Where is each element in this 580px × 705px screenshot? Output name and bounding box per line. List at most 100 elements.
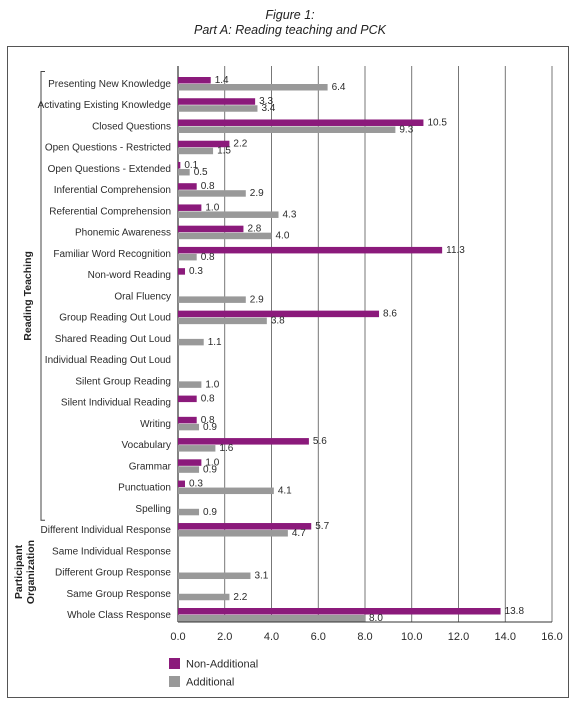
bar-additional xyxy=(178,126,396,133)
bar-non-additional xyxy=(178,246,443,254)
category-label: Open Questions - Restricted xyxy=(45,143,171,154)
bar-non-additional xyxy=(178,225,244,233)
data-label-non-additional: 5.6 xyxy=(313,436,327,447)
data-label-non-additional: 1.0 xyxy=(205,457,219,468)
bar-additional xyxy=(178,338,204,346)
figure-number: Figure 1: xyxy=(265,8,315,22)
data-label-additional: 0.9 xyxy=(203,507,217,518)
bar-non-additional xyxy=(178,119,424,126)
bar-non-additional xyxy=(178,459,202,466)
bar-non-additional xyxy=(178,310,380,318)
bar-non-additional xyxy=(178,416,197,424)
group-label: ParticipantOrganization xyxy=(13,540,37,604)
legend-swatch-non-additional xyxy=(169,658,180,669)
category-label: Different Group Response xyxy=(55,568,171,579)
category-label: Oral Fluency xyxy=(114,291,171,302)
bar-additional xyxy=(178,508,200,516)
data-label-additional: 1.5 xyxy=(217,146,231,157)
category-label: Familiar Word Recognition xyxy=(53,249,171,260)
data-label-additional: 3.4 xyxy=(261,103,275,114)
group-label-line: Organization xyxy=(25,540,37,604)
bar-non-additional xyxy=(178,268,186,275)
category-label: Activating Existing Knowledge xyxy=(38,100,172,111)
category-label: Shared Reading Out Loud xyxy=(55,334,171,345)
data-label-additional: 0.9 xyxy=(203,464,217,475)
category-label: Writing xyxy=(140,419,171,430)
data-label-additional: 1.1 xyxy=(208,337,222,348)
bar-additional xyxy=(178,147,214,155)
bar-additional xyxy=(178,572,251,580)
bar-additional xyxy=(178,211,279,218)
data-label-additional: 3.1 xyxy=(254,571,268,582)
bar-non-additional xyxy=(178,480,186,488)
category-label: Non-word Reading xyxy=(88,270,171,281)
x-tick-label: 14.0 xyxy=(495,631,516,643)
bar-non-additional xyxy=(178,608,501,615)
x-tick-label: 2.0 xyxy=(217,631,232,643)
bar-additional xyxy=(178,190,246,197)
data-label-non-additional: 2.2 xyxy=(233,139,247,150)
bar-additional xyxy=(178,296,246,303)
bar-non-additional xyxy=(178,438,309,445)
category-label: Same Individual Response xyxy=(52,546,171,557)
data-label-non-additional: 0.8 xyxy=(201,394,215,405)
bar-additional xyxy=(178,381,202,388)
legend-label-additional: Additional xyxy=(186,677,234,689)
data-label-additional: 4.7 xyxy=(292,528,306,539)
data-label-additional: 8.0 xyxy=(369,613,383,624)
figure-title-block: Figure 1: Part A: Reading teaching and P… xyxy=(0,8,580,38)
data-label-non-additional: 0.8 xyxy=(201,181,215,192)
data-label-non-additional: 0.3 xyxy=(189,266,203,277)
category-label: Group Reading Out Loud xyxy=(59,313,171,324)
category-label: Individual Reading Out Loud xyxy=(45,355,171,366)
category-label: Closed Questions xyxy=(92,121,171,132)
chart-frame xyxy=(7,46,569,698)
bar-additional xyxy=(178,253,197,261)
data-label-non-additional: 0.1 xyxy=(184,160,198,171)
bar-non-additional xyxy=(178,183,197,190)
category-label: Presenting New Knowledge xyxy=(48,79,171,90)
bar-additional xyxy=(178,487,274,495)
bar-additional xyxy=(178,466,200,473)
category-label: Open Questions - Extended xyxy=(48,164,171,175)
data-label-additional: 1.6 xyxy=(219,443,233,454)
data-label-additional: 2.2 xyxy=(233,592,247,603)
data-label-non-additional: 1.0 xyxy=(205,202,219,213)
bar-additional xyxy=(178,168,190,176)
data-label-non-additional: 1.4 xyxy=(215,75,229,86)
bar-additional xyxy=(178,530,288,537)
data-label-non-additional: 0.3 xyxy=(189,479,203,490)
data-label-additional: 3.8 xyxy=(271,316,285,327)
data-label-non-additional: 10.5 xyxy=(427,117,447,128)
bar-non-additional xyxy=(178,98,256,105)
bar-non-additional xyxy=(178,161,181,169)
category-label: Same Group Response xyxy=(66,589,171,600)
x-tick-label: 12.0 xyxy=(448,631,469,643)
data-label-additional: 1.0 xyxy=(205,379,219,390)
category-label: Punctuation xyxy=(118,483,171,494)
data-label-additional: 2.9 xyxy=(250,188,264,199)
category-label: Whole Class Response xyxy=(67,610,171,621)
bar-additional xyxy=(178,84,328,91)
bar-non-additional xyxy=(178,523,312,530)
data-label-additional: 4.1 xyxy=(278,486,292,497)
bar-additional xyxy=(178,445,216,452)
x-tick-label: 4.0 xyxy=(264,631,279,643)
x-tick-label: 16.0 xyxy=(541,631,562,643)
bar-non-additional xyxy=(178,140,230,148)
group-label-line: Participant xyxy=(13,544,25,599)
category-label: Vocabulary xyxy=(122,440,171,451)
bar-additional xyxy=(178,105,258,112)
group-bracket xyxy=(40,71,45,521)
data-label-additional: 0.8 xyxy=(201,252,215,263)
data-label-non-additional: 3.3 xyxy=(259,96,273,107)
category-label: Referential Comprehension xyxy=(49,206,171,217)
data-label-additional: 4.0 xyxy=(276,231,290,242)
data-label-additional: 4.3 xyxy=(283,209,297,220)
data-label-additional: 2.9 xyxy=(250,294,264,305)
figure-title: Part A: Reading teaching and PCK xyxy=(193,23,387,37)
bar-non-additional xyxy=(178,395,197,403)
data-label-non-additional: 8.6 xyxy=(383,309,397,320)
category-label: Silent Individual Reading xyxy=(61,398,171,409)
